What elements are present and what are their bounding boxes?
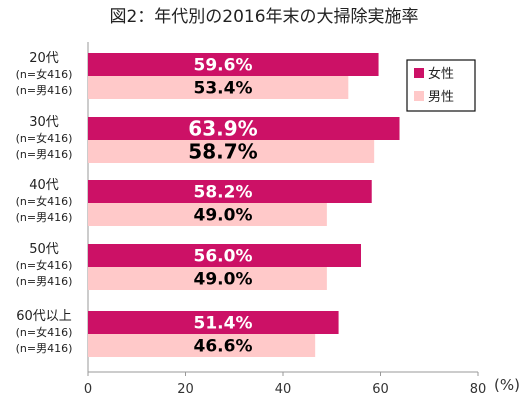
data-label-male-3: 49.0% bbox=[194, 270, 253, 290]
chart-title: 図2：年代別の2016年末の大掃除実施率 bbox=[109, 7, 418, 27]
data-label-male-1: 58.7% bbox=[188, 140, 257, 164]
bars: 59.6% 53.4% 63.9%58.7% 58.2% 49.0% 56.0% 49.0%… bbox=[88, 53, 400, 357]
x-unit-label: (%) bbox=[494, 376, 520, 394]
category-n-female-2: (n=女416) bbox=[16, 194, 73, 208]
bar-male-2 bbox=[88, 203, 327, 226]
category-label-3: 50代 bbox=[29, 242, 59, 257]
legend-label-male: 男性 bbox=[428, 90, 454, 105]
legend-swatch-female bbox=[414, 68, 424, 78]
category-n-female-1: (n=女416) bbox=[16, 131, 73, 145]
bar-male-1 bbox=[88, 140, 375, 163]
bar-female-3 bbox=[88, 244, 361, 267]
category-n-female-0: (n=女416) bbox=[16, 67, 73, 81]
category-labels: 20代(n=女416)(n=男416)30代(n=女416)(n=男416)40… bbox=[16, 51, 73, 355]
x-tick-label-0: 0 bbox=[84, 382, 92, 397]
data-label-female-0: 59.6% bbox=[194, 56, 253, 76]
data-label-female-1: 63.9% bbox=[188, 117, 257, 141]
category-n-female-3: (n=女416) bbox=[16, 258, 73, 272]
x-tick-label-3: 60 bbox=[372, 382, 389, 397]
bar-male-4 bbox=[88, 334, 316, 357]
data-label-female-2: 58.2% bbox=[194, 183, 253, 203]
category-n-male-1: (n=男416) bbox=[16, 148, 73, 161]
bar-male-0 bbox=[88, 76, 349, 99]
category-n-male-0: (n=男416) bbox=[16, 84, 73, 97]
category-label-1: 30代 bbox=[29, 115, 59, 130]
legend: 女性 男性 bbox=[406, 59, 476, 112]
x-tick-label-1: 20 bbox=[177, 382, 194, 397]
data-label-male-4: 46.6% bbox=[194, 337, 253, 357]
category-label-0: 20代 bbox=[29, 51, 59, 66]
x-tick-label-2: 40 bbox=[275, 382, 292, 397]
bar-male-3 bbox=[88, 267, 327, 290]
legend-label-female: 女性 bbox=[428, 66, 454, 82]
bar-female-1 bbox=[88, 117, 400, 140]
category-n-female-4: (n=女416) bbox=[16, 325, 73, 339]
x-tick-label-4: 80 bbox=[470, 382, 487, 397]
legend-swatch-male bbox=[414, 91, 424, 101]
category-label-4: 60代以上 bbox=[16, 309, 72, 324]
x-axis-ticks: 0 20 40 60 80 bbox=[84, 372, 486, 397]
bar-female-2 bbox=[88, 180, 372, 203]
bar-female-0 bbox=[88, 53, 379, 76]
data-label-female-3: 56.0% bbox=[194, 247, 253, 267]
category-n-male-4: (n=男416) bbox=[16, 342, 73, 355]
category-label-2: 40代 bbox=[29, 178, 59, 193]
category-n-male-3: (n=男416) bbox=[16, 275, 73, 288]
category-n-male-2: (n=男416) bbox=[16, 211, 73, 224]
data-label-male-2: 49.0% bbox=[194, 206, 253, 226]
data-label-female-4: 51.4% bbox=[194, 314, 253, 334]
bar-female-4 bbox=[88, 311, 339, 334]
data-label-male-0: 53.4% bbox=[194, 79, 253, 99]
